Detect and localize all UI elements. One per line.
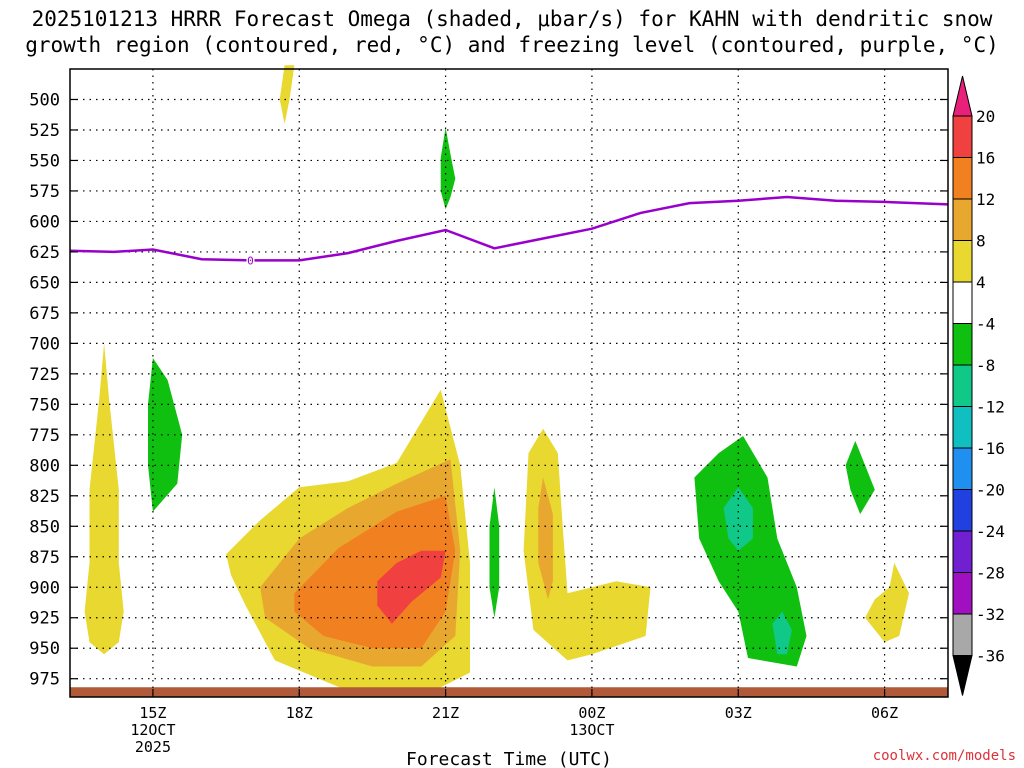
y-tick-label-925: 925 (29, 609, 60, 629)
y-tick-label-600: 600 (29, 212, 60, 232)
x-tick-label-15Z: 15Z (139, 704, 166, 722)
colorbar-top-arrow (952, 75, 973, 117)
colorbar-label-4: 4 (976, 273, 986, 292)
y-tick-label-850: 850 (29, 517, 60, 537)
colorbar-segment-7 (952, 406, 973, 449)
colorbar-segment-11 (952, 572, 973, 615)
watermark-link[interactable]: coolwx.com/models (872, 748, 1016, 764)
colorbar-label-7: -12 (976, 398, 1005, 417)
y-tick-label-750: 750 (29, 395, 60, 415)
plot-frame (69, 68, 949, 698)
colorbar-label-1: 16 (976, 149, 995, 168)
colorbar-label-8: -16 (976, 439, 1005, 458)
plot-border (69, 68, 949, 698)
x-tick-year-15Z: 2025 (135, 738, 171, 756)
chart-title-line2: growth region (contoured, red, °C) and f… (25, 33, 999, 57)
omega-region-4 (489, 487, 500, 618)
x-tick-label-03Z: 03Z (725, 704, 752, 722)
y-tick-label-625: 625 (29, 243, 60, 263)
colorbar-label-13: -36 (976, 647, 1005, 666)
x-tick-label-06Z: 06Z (871, 704, 898, 722)
surface-terrain-band (70, 687, 948, 697)
freezing-level: 0 (69, 195, 949, 268)
colorbar-segment-8 (952, 447, 973, 490)
colorbar-segment-5 (952, 323, 973, 366)
colorbar-label-11: -28 (976, 564, 1005, 583)
y-tick-label-725: 725 (29, 365, 60, 385)
freezing-level-label-bg (246, 253, 255, 268)
y-tick-label-800: 800 (29, 456, 60, 476)
chart-title-line1: 2025101213 HRRR Forecast Omega (shaded, … (31, 7, 993, 31)
omega-region-2 (148, 358, 183, 512)
omega-region-13 (772, 611, 792, 655)
colorbar-segment-1 (952, 157, 973, 200)
y-tick-label-575: 575 (29, 182, 60, 202)
colorbar-segment-12 (952, 613, 973, 656)
y-tick-label-550: 550 (29, 151, 60, 171)
x-axis-label: Forecast Time (UTC) (406, 749, 612, 768)
x-tick-label-18Z: 18Z (286, 704, 313, 722)
x-tick-date-00Z: 13OCT (569, 721, 614, 739)
colorbar-bottom-arrow (952, 655, 973, 696)
y-tick-label-825: 825 (29, 487, 60, 507)
surface-band (70, 687, 948, 697)
colorbar-label-9: -20 (976, 481, 1005, 500)
colorbar-segment-4 (952, 281, 973, 324)
y-tick-label-900: 900 (29, 578, 60, 598)
omega-shaded-regions (84, 65, 909, 697)
omega-region-7 (294, 495, 456, 649)
colorbar-segment-3 (952, 240, 973, 283)
colorbar-label-3: 8 (976, 232, 986, 251)
omega-region-14 (845, 440, 875, 515)
colorbar-label-2: 12 (976, 190, 995, 209)
x-tick-label-00Z: 00Z (578, 704, 605, 722)
omega-region-15 (865, 562, 909, 643)
colorbar-label-6: -8 (976, 356, 995, 375)
y-tick-label-775: 775 (29, 426, 60, 446)
omega-region-10 (538, 477, 553, 600)
y-tick-label-950: 950 (29, 639, 60, 659)
omega-region-1 (279, 65, 295, 124)
x-tick-label-21Z: 21Z (432, 704, 459, 722)
y-tick-label-500: 500 (29, 90, 60, 110)
y-tick-label-675: 675 (29, 304, 60, 324)
y-tick-label-975: 975 (29, 670, 60, 690)
freezing-level-label: 0 (247, 254, 254, 267)
colorbar-segment-2 (952, 198, 973, 241)
colorbar-label-10: -24 (976, 522, 1005, 541)
y-tick-label-700: 700 (29, 334, 60, 354)
omega-region-8 (377, 550, 446, 624)
omega-region-9 (523, 428, 651, 661)
colorbar-label-5: -4 (976, 315, 995, 334)
gridlines (70, 69, 948, 697)
y-axis: 500 525 550 575 600 625 650 675 700 725 750 775 800 8… (29, 90, 948, 690)
y-tick-label-650: 650 (29, 273, 60, 293)
omega-region-3 (440, 127, 456, 210)
colorbar-label-12: -32 (976, 605, 1005, 624)
omega-region-0 (84, 343, 124, 655)
colorbar-label-0: 20 (976, 107, 995, 126)
colorbar-segment-0 (952, 115, 973, 158)
y-tick-label-525: 525 (29, 121, 60, 141)
colorbar-segment-6 (952, 364, 973, 407)
x-tick-date-15Z: 12OCT (130, 721, 175, 739)
colorbar-segment-9 (952, 489, 973, 532)
chart-title: 2025101213 HRRR Forecast Omega (shaded, … (0, 6, 1024, 58)
y-tick-label-875: 875 (29, 548, 60, 568)
freezing-level-line (69, 195, 949, 262)
omega-region-11 (694, 436, 807, 667)
colorbar-segment-10 (952, 530, 973, 573)
colorbar: 20 16 12 8 4 -4 -8 -12 -16 -20 -24 -28 -32 -36 (952, 75, 1005, 696)
